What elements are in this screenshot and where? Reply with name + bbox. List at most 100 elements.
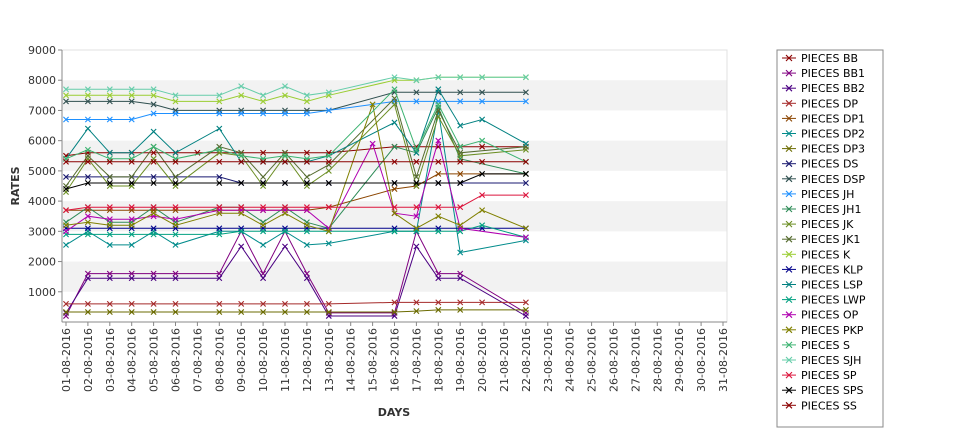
data-point	[84, 300, 91, 307]
data-point	[216, 275, 223, 282]
y-tick-label: 6000	[28, 135, 56, 148]
legend-swatch-marker	[785, 341, 793, 349]
legend-items: PIECES BB PIECES BB1 PIECES BB2 PIECES DP PI…	[782, 52, 866, 412]
data-point	[238, 228, 245, 235]
data-point	[128, 149, 135, 156]
series-pieces-sjh	[63, 74, 529, 99]
data-point	[435, 204, 442, 211]
data-point	[63, 222, 69, 229]
data-point	[522, 234, 529, 241]
data-point	[238, 309, 245, 316]
data-point	[522, 74, 529, 81]
data-point	[391, 95, 398, 102]
data-point	[172, 275, 179, 282]
data-point	[238, 158, 245, 165]
data-point	[63, 173, 69, 180]
data-point	[413, 308, 420, 315]
data-point	[303, 110, 310, 117]
data-point	[303, 179, 310, 186]
data-point	[260, 173, 267, 180]
data-point	[238, 300, 245, 307]
legend-item: PIECES BB	[782, 52, 858, 65]
data-point	[216, 98, 223, 105]
data-point	[457, 249, 464, 256]
data-point	[150, 110, 157, 117]
data-point	[325, 152, 332, 159]
y-tick-label: 2000	[28, 256, 56, 269]
legend-swatch-marker	[785, 175, 793, 183]
legend-label: PIECES PKP	[801, 324, 864, 337]
data-point	[282, 228, 288, 235]
data-point	[106, 216, 113, 223]
data-point	[63, 241, 69, 248]
data-point	[128, 179, 135, 186]
data-point	[457, 143, 464, 150]
data-point	[172, 158, 179, 165]
data-point	[172, 98, 179, 105]
legend-label: PIECES LSP	[801, 279, 863, 292]
data-point	[457, 170, 464, 177]
data-point	[238, 110, 245, 117]
data-point	[435, 299, 442, 306]
data-point	[522, 225, 529, 232]
data-point	[106, 179, 113, 186]
data-point	[106, 309, 113, 316]
data-point	[303, 204, 310, 211]
data-point	[238, 210, 245, 217]
legend-label: PIECES JH	[801, 188, 854, 201]
y-tick-label: 3000	[28, 225, 56, 238]
data-point	[238, 152, 245, 159]
data-point	[391, 204, 398, 211]
legend: PIECES BB PIECES BB1 PIECES BB2 PIECES DP PI…	[776, 49, 884, 428]
data-point	[457, 204, 464, 211]
data-point	[63, 86, 69, 93]
data-point	[282, 204, 288, 211]
grid-band	[62, 140, 727, 171]
data-point	[106, 241, 113, 248]
x-tick-label: 02-08-2016	[82, 328, 95, 392]
y-axis-ticks: 1000 2000 3000 4000 5000 6000 7000 8000 9000	[28, 44, 62, 299]
data-point	[282, 243, 288, 250]
series-pieces-sp	[63, 192, 529, 214]
data-point	[150, 86, 157, 93]
series-line	[65, 194, 526, 211]
series-lines	[63, 74, 529, 319]
legend-item: PIECES JH1	[782, 203, 861, 216]
data-point	[238, 83, 245, 90]
series-line	[66, 301, 526, 305]
data-point	[63, 300, 69, 307]
data-point	[435, 306, 442, 313]
data-point	[260, 110, 267, 117]
x-tick-label: 07-08-2016	[191, 328, 204, 392]
data-point	[128, 158, 135, 165]
legend-swatch-marker	[785, 266, 793, 273]
data-point	[216, 309, 223, 316]
legend-label: PIECES KLP	[801, 263, 863, 276]
series-line	[65, 138, 526, 238]
legend-item: PIECES K	[782, 248, 851, 261]
legend-item: PIECES DP2	[782, 128, 865, 141]
data-point	[391, 74, 398, 81]
data-point	[325, 309, 332, 316]
x-tick-label: 13-08-2016	[323, 328, 336, 392]
legend-label: PIECES LWP	[801, 294, 866, 307]
data-point	[84, 173, 91, 180]
legend-item: PIECES JK1	[782, 233, 860, 246]
data-point	[128, 270, 135, 277]
legend-item: PIECES BB1	[782, 67, 865, 80]
data-point	[435, 179, 442, 186]
data-point	[522, 192, 529, 199]
data-point	[128, 309, 135, 316]
legend-swatch-marker	[785, 250, 793, 258]
x-tick-label: 31-08-2016	[717, 328, 730, 392]
legend-swatch-marker	[785, 235, 793, 243]
data-point	[522, 158, 529, 165]
legend-swatch-marker	[785, 69, 793, 77]
data-point	[150, 231, 157, 238]
legend-swatch-marker	[785, 115, 793, 122]
legend-swatch-marker	[785, 356, 793, 364]
series-pieces-s	[63, 86, 529, 165]
legend-item: PIECES BB2	[782, 82, 865, 95]
data-point	[457, 89, 464, 96]
data-point	[303, 158, 310, 165]
